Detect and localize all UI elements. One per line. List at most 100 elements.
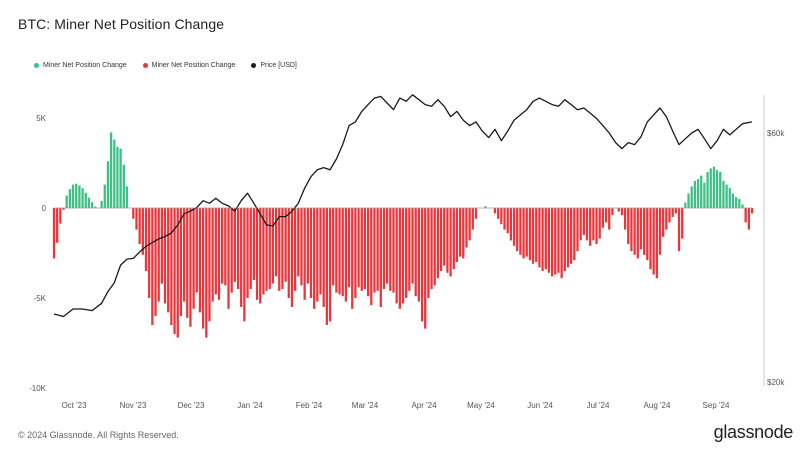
bar-negative: [560, 208, 563, 279]
bar-negative: [135, 208, 138, 230]
bar-negative: [354, 208, 357, 298]
bar-negative: [430, 208, 433, 289]
bar-negative: [570, 208, 573, 264]
y-left-tick-label: 0: [42, 204, 47, 213]
legend-item-negative[interactable]: Miner Net Position Change: [142, 62, 235, 69]
bar-negative: [576, 208, 579, 252]
bar-negative: [608, 208, 611, 230]
bar-negative: [563, 208, 566, 271]
bar-negative: [284, 208, 287, 282]
y-left-tick-label: -10K: [29, 384, 47, 393]
bar-negative: [59, 208, 62, 224]
legend-swatch-positive: [34, 63, 39, 68]
x-tick-label: Aug '24: [644, 401, 671, 410]
bar-negative: [186, 208, 189, 318]
bar-positive: [693, 181, 697, 208]
price-line: [53, 94, 753, 318]
bar-positive: [81, 188, 84, 208]
bar-negative: [677, 208, 681, 252]
y-right-tick-label: $60k: [767, 129, 785, 138]
bar-negative: [436, 208, 440, 279]
bar-negative: [240, 208, 243, 307]
bar-negative: [601, 208, 605, 228]
bar-positive: [68, 189, 71, 208]
bar-negative: [141, 208, 144, 255]
bar-positive: [65, 195, 68, 208]
bar-negative: [465, 208, 468, 248]
bar-negative: [224, 208, 227, 286]
bar-negative: [373, 208, 376, 293]
bar-negative: [604, 208, 608, 223]
bar-negative: [363, 208, 367, 289]
bar-negative: [316, 208, 319, 302]
bar-negative: [287, 208, 290, 298]
bar-negative: [500, 208, 503, 225]
price-line-group: [53, 94, 753, 318]
bar-negative: [214, 208, 217, 295]
bar-negative: [398, 208, 401, 309]
bar-negative: [658, 208, 662, 255]
bar-negative: [192, 208, 195, 309]
bar-negative: [265, 208, 268, 291]
bar-positive: [687, 193, 690, 208]
bar-negative: [395, 208, 398, 304]
bar-negative: [582, 208, 585, 235]
legend-item-positive[interactable]: Miner Net Position Change: [34, 62, 127, 69]
bar-negative: [471, 208, 474, 230]
bar-negative: [497, 208, 500, 219]
bar-negative: [328, 208, 332, 322]
bar-negative: [554, 208, 557, 275]
bar-negative: [151, 208, 154, 325]
bar-negative: [414, 208, 417, 297]
x-tick-label: Apr '24: [411, 401, 437, 410]
bar-negative: [592, 208, 595, 241]
bar-positive: [122, 164, 125, 208]
bar-positive: [103, 184, 106, 208]
bar-negative: [433, 208, 436, 286]
bar-negative: [351, 208, 354, 309]
bar-negative: [313, 208, 316, 309]
bar-negative: [655, 208, 658, 279]
bar-negative: [255, 208, 259, 300]
bar-negative: [389, 208, 392, 291]
bar-negative: [360, 208, 363, 291]
axes-group: 5K 0 -5K -10K $60k $20k Oct '23 Nov '23 Dec '23 J…: [29, 95, 785, 410]
bar-negative: [665, 208, 668, 230]
x-tick-label: Oct '23: [61, 401, 87, 410]
glassnode-logo: glassnode: [713, 422, 794, 442]
x-tick-label: Jun '24: [527, 401, 553, 410]
bar-negative: [462, 208, 465, 259]
legend-item-price[interactable]: Price [USD]: [251, 62, 297, 69]
bar-positive: [696, 179, 700, 208]
y-left-tick-label: -5K: [34, 294, 47, 303]
bar-positive: [94, 206, 97, 208]
footer-copyright: © 2024 Glassnode. All Rights Reserved.: [18, 430, 179, 440]
bar-positive: [90, 202, 94, 208]
bar-negative: [566, 208, 570, 268]
bar-negative: [176, 208, 179, 338]
bar-negative: [379, 208, 382, 307]
bar-negative: [595, 208, 598, 244]
y-left-tick-label: 5K: [36, 114, 46, 123]
bar-positive: [706, 172, 709, 208]
bar-negative: [274, 208, 278, 277]
bar-negative: [148, 208, 151, 298]
bar-negative: [243, 208, 246, 322]
bar-negative: [281, 208, 284, 289]
bar-negative: [144, 208, 148, 271]
bar-negative: [443, 208, 446, 266]
bar-negative: [630, 208, 633, 252]
bar-positive: [725, 184, 728, 208]
bar-negative: [278, 208, 281, 291]
bar-negative: [639, 208, 643, 250]
bar-positive: [84, 192, 87, 208]
bar-negative: [341, 208, 344, 297]
bar-positive: [712, 166, 716, 208]
bar-positive: [119, 148, 122, 208]
bar-negative: [627, 208, 630, 244]
bar-negative: [449, 208, 452, 277]
bar-negative: [211, 208, 214, 302]
bar-negative: [611, 208, 614, 216]
bar-negative: [205, 208, 208, 338]
